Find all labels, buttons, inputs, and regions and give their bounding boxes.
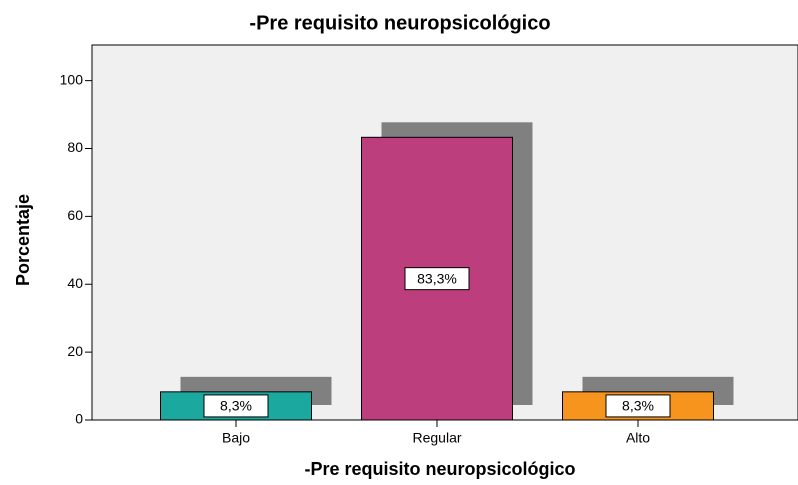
value-label-box xyxy=(203,394,269,418)
value-label-box xyxy=(605,394,671,418)
y-tick-label: 100 xyxy=(60,71,84,87)
value-label-box xyxy=(404,267,470,291)
y-tick-label: 60 xyxy=(67,207,83,223)
value-label: 8,3% xyxy=(220,398,252,414)
y-tick-label: 80 xyxy=(67,139,83,155)
y-axis-title: Porcentaje xyxy=(13,194,33,286)
value-label: 8,3% xyxy=(622,398,654,414)
x-tick-label: Bajo xyxy=(222,430,250,446)
value-label: 83,3% xyxy=(417,270,457,286)
y-tick-label: 20 xyxy=(67,343,83,359)
x-tick-label: Regular xyxy=(412,430,461,446)
chart-title: -Pre requisito neuropsicológico xyxy=(249,12,550,34)
x-tick-label: Alto xyxy=(626,430,650,446)
x-axis-title: -Pre requisito neuropsicológico xyxy=(304,459,575,479)
y-tick-label: 0 xyxy=(75,411,83,427)
y-tick-label: 40 xyxy=(67,275,83,291)
